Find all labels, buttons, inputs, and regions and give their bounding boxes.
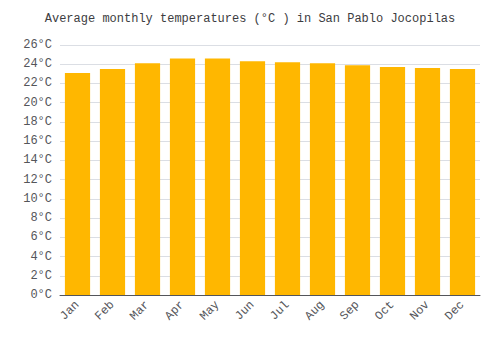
svg-text:Nov: Nov: [407, 298, 432, 323]
svg-text:Mar: Mar: [127, 298, 152, 323]
svg-text:24°C: 24°C: [23, 57, 52, 71]
svg-text:May: May: [197, 298, 222, 323]
svg-text:26°C: 26°C: [23, 38, 52, 52]
svg-text:Sep: Sep: [337, 298, 362, 323]
svg-text:10°C: 10°C: [23, 192, 52, 206]
svg-text:12°C: 12°C: [23, 173, 52, 187]
svg-text:20°C: 20°C: [23, 96, 52, 110]
svg-text:Average monthly temperatures (: Average monthly temperatures (°C ) in Sa…: [45, 12, 455, 26]
svg-text:Apr: Apr: [162, 298, 187, 323]
svg-text:6°C: 6°C: [30, 230, 52, 244]
svg-text:Dec: Dec: [442, 298, 467, 323]
svg-text:Jul: Jul: [267, 298, 292, 323]
svg-text:16°C: 16°C: [23, 134, 52, 148]
svg-text:22°C: 22°C: [23, 76, 52, 90]
svg-text:Jun: Jun: [232, 298, 257, 323]
svg-text:Oct: Oct: [372, 298, 397, 323]
svg-text:18°C: 18°C: [23, 115, 52, 129]
svg-text:8°C: 8°C: [30, 211, 52, 225]
svg-text:2°C: 2°C: [30, 269, 52, 283]
svg-text:4°C: 4°C: [30, 250, 52, 264]
svg-text:Jan: Jan: [57, 298, 82, 323]
svg-text:Aug: Aug: [302, 298, 327, 323]
svg-text:Feb: Feb: [92, 298, 117, 323]
svg-text:14°C: 14°C: [23, 153, 52, 167]
svg-text:0°C: 0°C: [30, 288, 52, 302]
